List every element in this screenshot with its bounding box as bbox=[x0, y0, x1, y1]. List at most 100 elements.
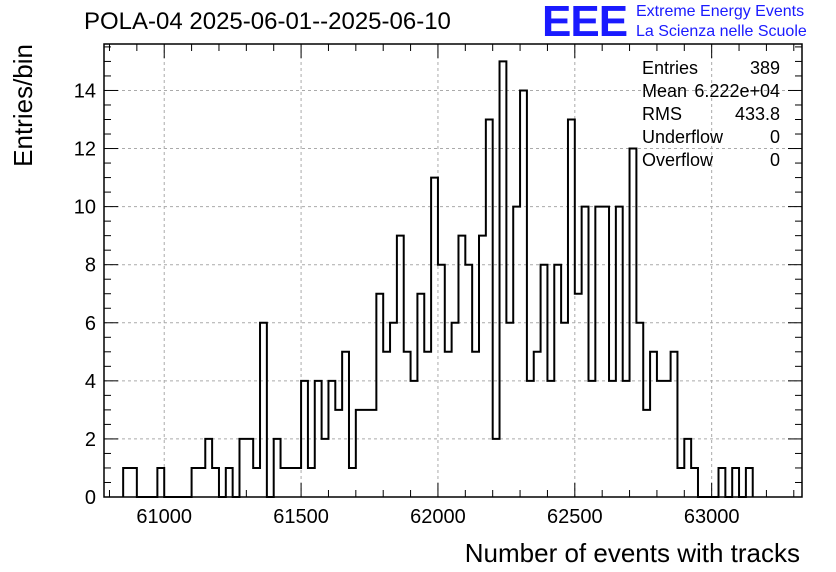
histogram-bin bbox=[458, 236, 465, 497]
histogram-bin bbox=[500, 61, 507, 497]
stats-key: Entries bbox=[642, 58, 699, 78]
histogram-bin bbox=[691, 468, 698, 497]
histogram-bin bbox=[376, 294, 383, 497]
histogram-bin bbox=[424, 352, 431, 497]
x-tick-label: 62000 bbox=[410, 506, 466, 528]
histogram-bin bbox=[520, 90, 527, 497]
logo-caption: Extreme Energy Events La Scienza nelle S… bbox=[636, 2, 807, 42]
histogram-bin bbox=[205, 439, 212, 497]
eee-logo: EEE bbox=[542, 0, 628, 46]
x-axis-label: Number of events with tracks bbox=[465, 538, 800, 568]
histogram-bin bbox=[746, 468, 753, 497]
histogram-bin bbox=[472, 352, 479, 497]
y-tick-label: 4 bbox=[85, 371, 96, 393]
histogram-bin bbox=[643, 410, 650, 497]
histogram-bin bbox=[363, 410, 370, 497]
histogram-bin bbox=[719, 468, 726, 497]
y-tick-label: 12 bbox=[74, 139, 96, 161]
histogram-bin bbox=[431, 178, 438, 497]
x-tick-label: 61000 bbox=[136, 506, 192, 528]
histogram-bin bbox=[602, 207, 609, 497]
y-tick-label: 10 bbox=[74, 197, 96, 219]
x-tick-label: 61500 bbox=[273, 506, 329, 528]
histogram-bin bbox=[281, 468, 288, 497]
stats-value: 0 bbox=[769, 150, 780, 170]
histogram-bin bbox=[390, 323, 397, 497]
histogram-bin bbox=[595, 207, 602, 497]
histogram-bin bbox=[192, 468, 199, 497]
histogram-bin bbox=[322, 439, 329, 497]
stats-value: 6.222e+04 bbox=[694, 81, 780, 101]
histogram-outline bbox=[122, 60, 754, 498]
stats-key: RMS bbox=[642, 104, 682, 124]
histogram-bin bbox=[404, 352, 411, 497]
y-tick-label: 14 bbox=[74, 80, 96, 102]
histogram-bin bbox=[294, 468, 301, 497]
histogram-bin bbox=[246, 439, 253, 497]
histogram-bin bbox=[636, 323, 643, 497]
histogram-bin bbox=[349, 468, 356, 497]
histogram-bin bbox=[506, 323, 513, 497]
histogram-bin bbox=[616, 207, 623, 497]
histogram-bin bbox=[260, 323, 267, 497]
histogram-bin bbox=[513, 207, 520, 497]
histogram-bin bbox=[568, 120, 575, 498]
histogram-bin bbox=[274, 439, 281, 497]
stats-box: Entries 389 Mean 6.222e+04 RMS 433.8 Und… bbox=[642, 58, 780, 173]
histogram-bin bbox=[287, 468, 294, 497]
x-tick-label: 63000 bbox=[684, 506, 740, 528]
histogram-bin bbox=[226, 468, 233, 497]
logo-line-2: La Scienza nelle Scuole bbox=[636, 23, 807, 40]
plot-frame-rect bbox=[103, 43, 803, 498]
y-tick-label: 0 bbox=[85, 487, 96, 509]
histogram-bin bbox=[452, 323, 459, 497]
histogram-bin bbox=[212, 468, 219, 497]
histogram-bin bbox=[650, 352, 657, 497]
histogram-bin bbox=[677, 468, 684, 497]
histogram-bin bbox=[575, 294, 582, 497]
plot-frame bbox=[103, 43, 803, 498]
logo-line-1: Extreme Energy Events bbox=[636, 3, 805, 20]
stats-row-overflow: Overflow 0 bbox=[642, 150, 780, 173]
histogram-bin bbox=[370, 410, 377, 497]
stats-row-mean: Mean 6.222e+04 bbox=[642, 81, 780, 104]
histogram-bin bbox=[417, 294, 424, 497]
histogram-bin bbox=[239, 439, 246, 497]
histogram-bin bbox=[671, 352, 678, 497]
histogram-bin bbox=[561, 323, 568, 497]
histogram-bars bbox=[122, 60, 754, 498]
stats-row-underflow: Underflow 0 bbox=[642, 127, 780, 150]
stats-key: Mean bbox=[642, 81, 688, 101]
stats-key: Overflow bbox=[642, 150, 714, 170]
histogram-bin bbox=[308, 468, 315, 497]
stats-row-rms: RMS 433.8 bbox=[642, 104, 780, 127]
histogram-bin bbox=[342, 352, 349, 497]
histogram-bin bbox=[356, 410, 363, 497]
x-tick-label: 62500 bbox=[547, 506, 603, 528]
y-tick-label: 8 bbox=[85, 255, 96, 277]
histogram-bin bbox=[383, 352, 390, 497]
stats-value: 389 bbox=[749, 58, 780, 78]
histogram-bin bbox=[130, 468, 137, 497]
histogram-bin bbox=[684, 439, 691, 497]
histogram-bin bbox=[732, 468, 739, 497]
stats-key: Underflow bbox=[642, 127, 724, 147]
histogram-bin bbox=[157, 468, 164, 497]
histogram-bin bbox=[445, 352, 452, 497]
histogram-bin bbox=[479, 236, 486, 497]
y-tick-label: 2 bbox=[85, 429, 96, 451]
histogram-bin bbox=[253, 468, 260, 497]
histogram-bin bbox=[486, 120, 493, 498]
stats-value: 0 bbox=[769, 127, 780, 147]
y-axis-label: Entries/bin bbox=[8, 44, 38, 167]
histogram-bin bbox=[582, 207, 589, 497]
histogram-bin bbox=[198, 468, 205, 497]
y-axis-ticks: 0 2 4 6 8 10 12 14 bbox=[74, 46, 802, 509]
y-tick-label: 6 bbox=[85, 313, 96, 335]
stats-value: 433.8 bbox=[734, 104, 780, 124]
chart-title: POLA-04 2025-06-01--2025-06-10 bbox=[84, 8, 451, 35]
histogram-bin bbox=[123, 468, 130, 497]
histogram-bin bbox=[493, 439, 500, 497]
x-axis-ticks: 61000 61500 62000 62500 63000 bbox=[108, 44, 795, 528]
